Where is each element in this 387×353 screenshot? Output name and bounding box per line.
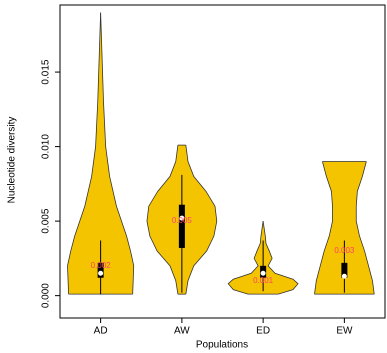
- violin-outline: [314, 161, 333, 295]
- violin-outline: [100, 12, 135, 295]
- violin-outline: [185, 145, 218, 295]
- mean-label: 0.003: [334, 246, 355, 255]
- violin-outline: [146, 145, 179, 295]
- x-tick-label: ED: [256, 326, 270, 337]
- x-tick-label: EW: [336, 326, 353, 337]
- violin-fill: [314, 161, 375, 295]
- y-tick-label: 0.010: [41, 134, 52, 159]
- violin-outline: [227, 221, 264, 295]
- box: [178, 204, 185, 248]
- y-axis-label: Nucleotide diversity: [7, 117, 18, 204]
- y-tick-label: 0.005: [41, 208, 52, 233]
- plot-frame: [59, 4, 386, 319]
- y-tick-label: 0.000: [41, 283, 52, 308]
- violin-outline: [355, 161, 375, 295]
- violin-fill: [67, 12, 134, 295]
- y-tick-label: 0.015: [41, 59, 52, 84]
- median: [179, 215, 185, 221]
- x-axis-label: Populations: [196, 340, 248, 351]
- violin-outline: [262, 221, 299, 295]
- box: [341, 262, 348, 278]
- x-tick-label: AW: [174, 326, 190, 337]
- mean-label: 0.002: [91, 261, 112, 270]
- violin-outline: [67, 12, 102, 295]
- median: [260, 270, 266, 276]
- box: [97, 262, 104, 278]
- median: [341, 273, 347, 279]
- median: [98, 270, 104, 276]
- x-tick-label: AD: [94, 326, 108, 337]
- mean-label: 0.001: [253, 276, 274, 285]
- mean-label: 0.005: [172, 216, 193, 225]
